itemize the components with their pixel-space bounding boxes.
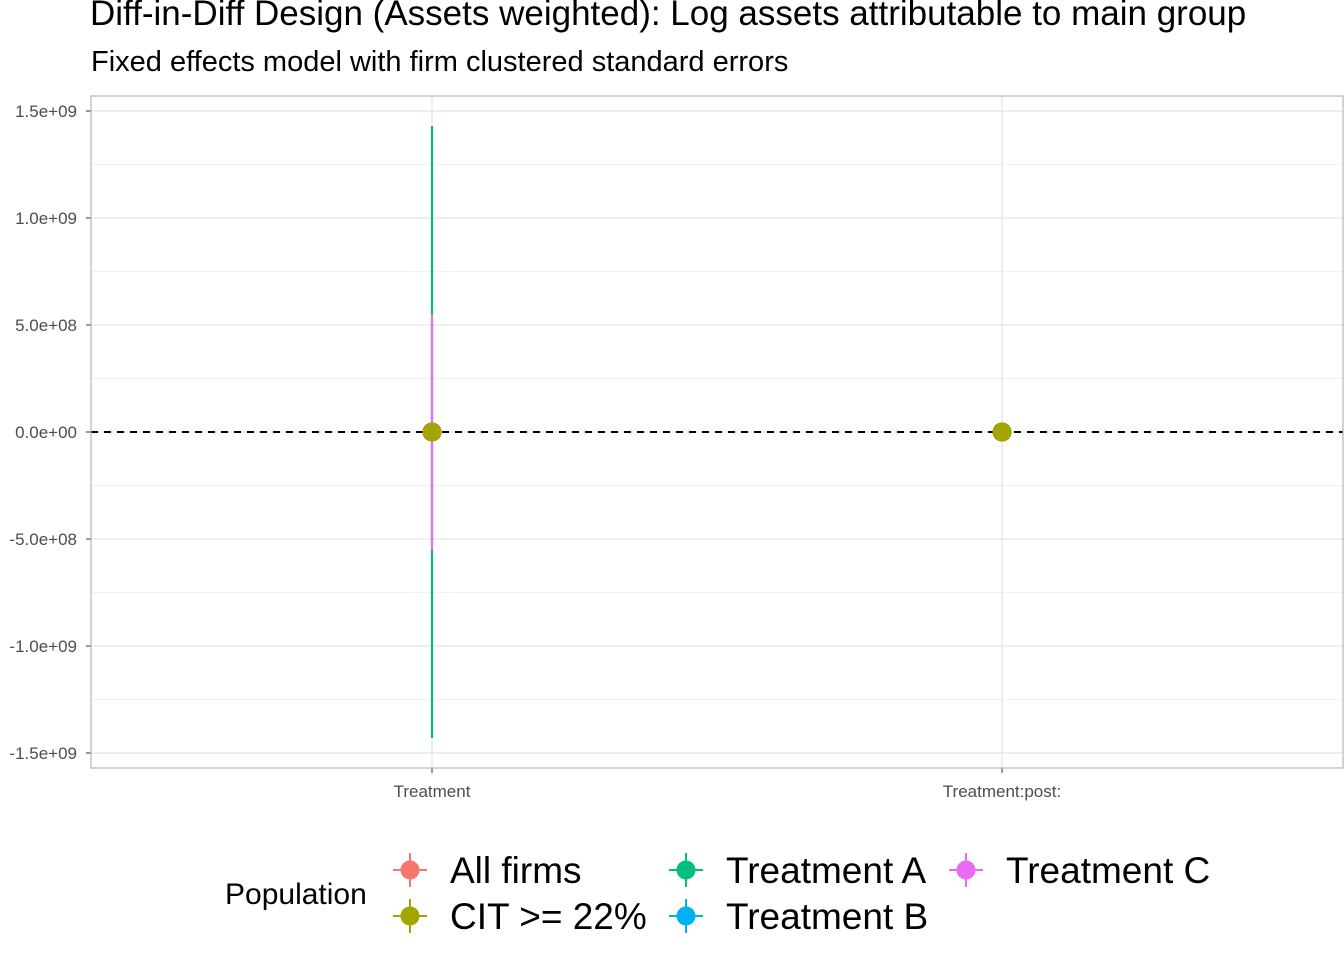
point-estimate xyxy=(422,422,442,442)
y-tick-label: -1.5e+09 xyxy=(9,744,77,763)
y-tick-label: 5.0e+08 xyxy=(15,316,77,335)
legend-item: CIT >= 22% xyxy=(393,896,647,937)
legend-label: All firms xyxy=(450,850,582,891)
x-tick-label: Treatment:post: xyxy=(943,782,1061,801)
legend-label: Treatment A xyxy=(726,850,926,891)
legend-label: Treatment B xyxy=(726,896,928,937)
legend-key-point xyxy=(400,860,420,880)
chart-title: Diff-in-Diff Design (Assets weighted): L… xyxy=(90,0,1247,33)
x-tick-label: Treatment xyxy=(394,782,471,801)
y-tick-label: 1.5e+09 xyxy=(15,102,77,121)
legend-item: Treatment C xyxy=(949,850,1210,891)
legend-key-point xyxy=(676,906,696,926)
plot-border xyxy=(90,95,1344,769)
legend-label: Treatment C xyxy=(1006,850,1210,891)
y-tick-label: -5.0e+08 xyxy=(9,530,77,549)
legend-item: All firms xyxy=(393,850,582,891)
legend-item: Treatment B xyxy=(669,896,928,937)
point-estimate xyxy=(992,422,1012,442)
legend-key-point xyxy=(956,860,976,880)
legend-label: CIT >= 22% xyxy=(450,896,647,937)
legend-title: Population xyxy=(225,878,367,911)
legend-key-point xyxy=(400,906,420,926)
y-tick-label: 1.0e+09 xyxy=(15,209,77,228)
y-tick-label: -1.0e+09 xyxy=(9,637,77,656)
legend-item: Treatment A xyxy=(669,850,926,891)
chart-subtitle: Fixed effects model with firm clustered … xyxy=(91,46,789,78)
y-tick-label: 0.0e+00 xyxy=(15,423,77,442)
legend-key-point xyxy=(676,860,696,880)
